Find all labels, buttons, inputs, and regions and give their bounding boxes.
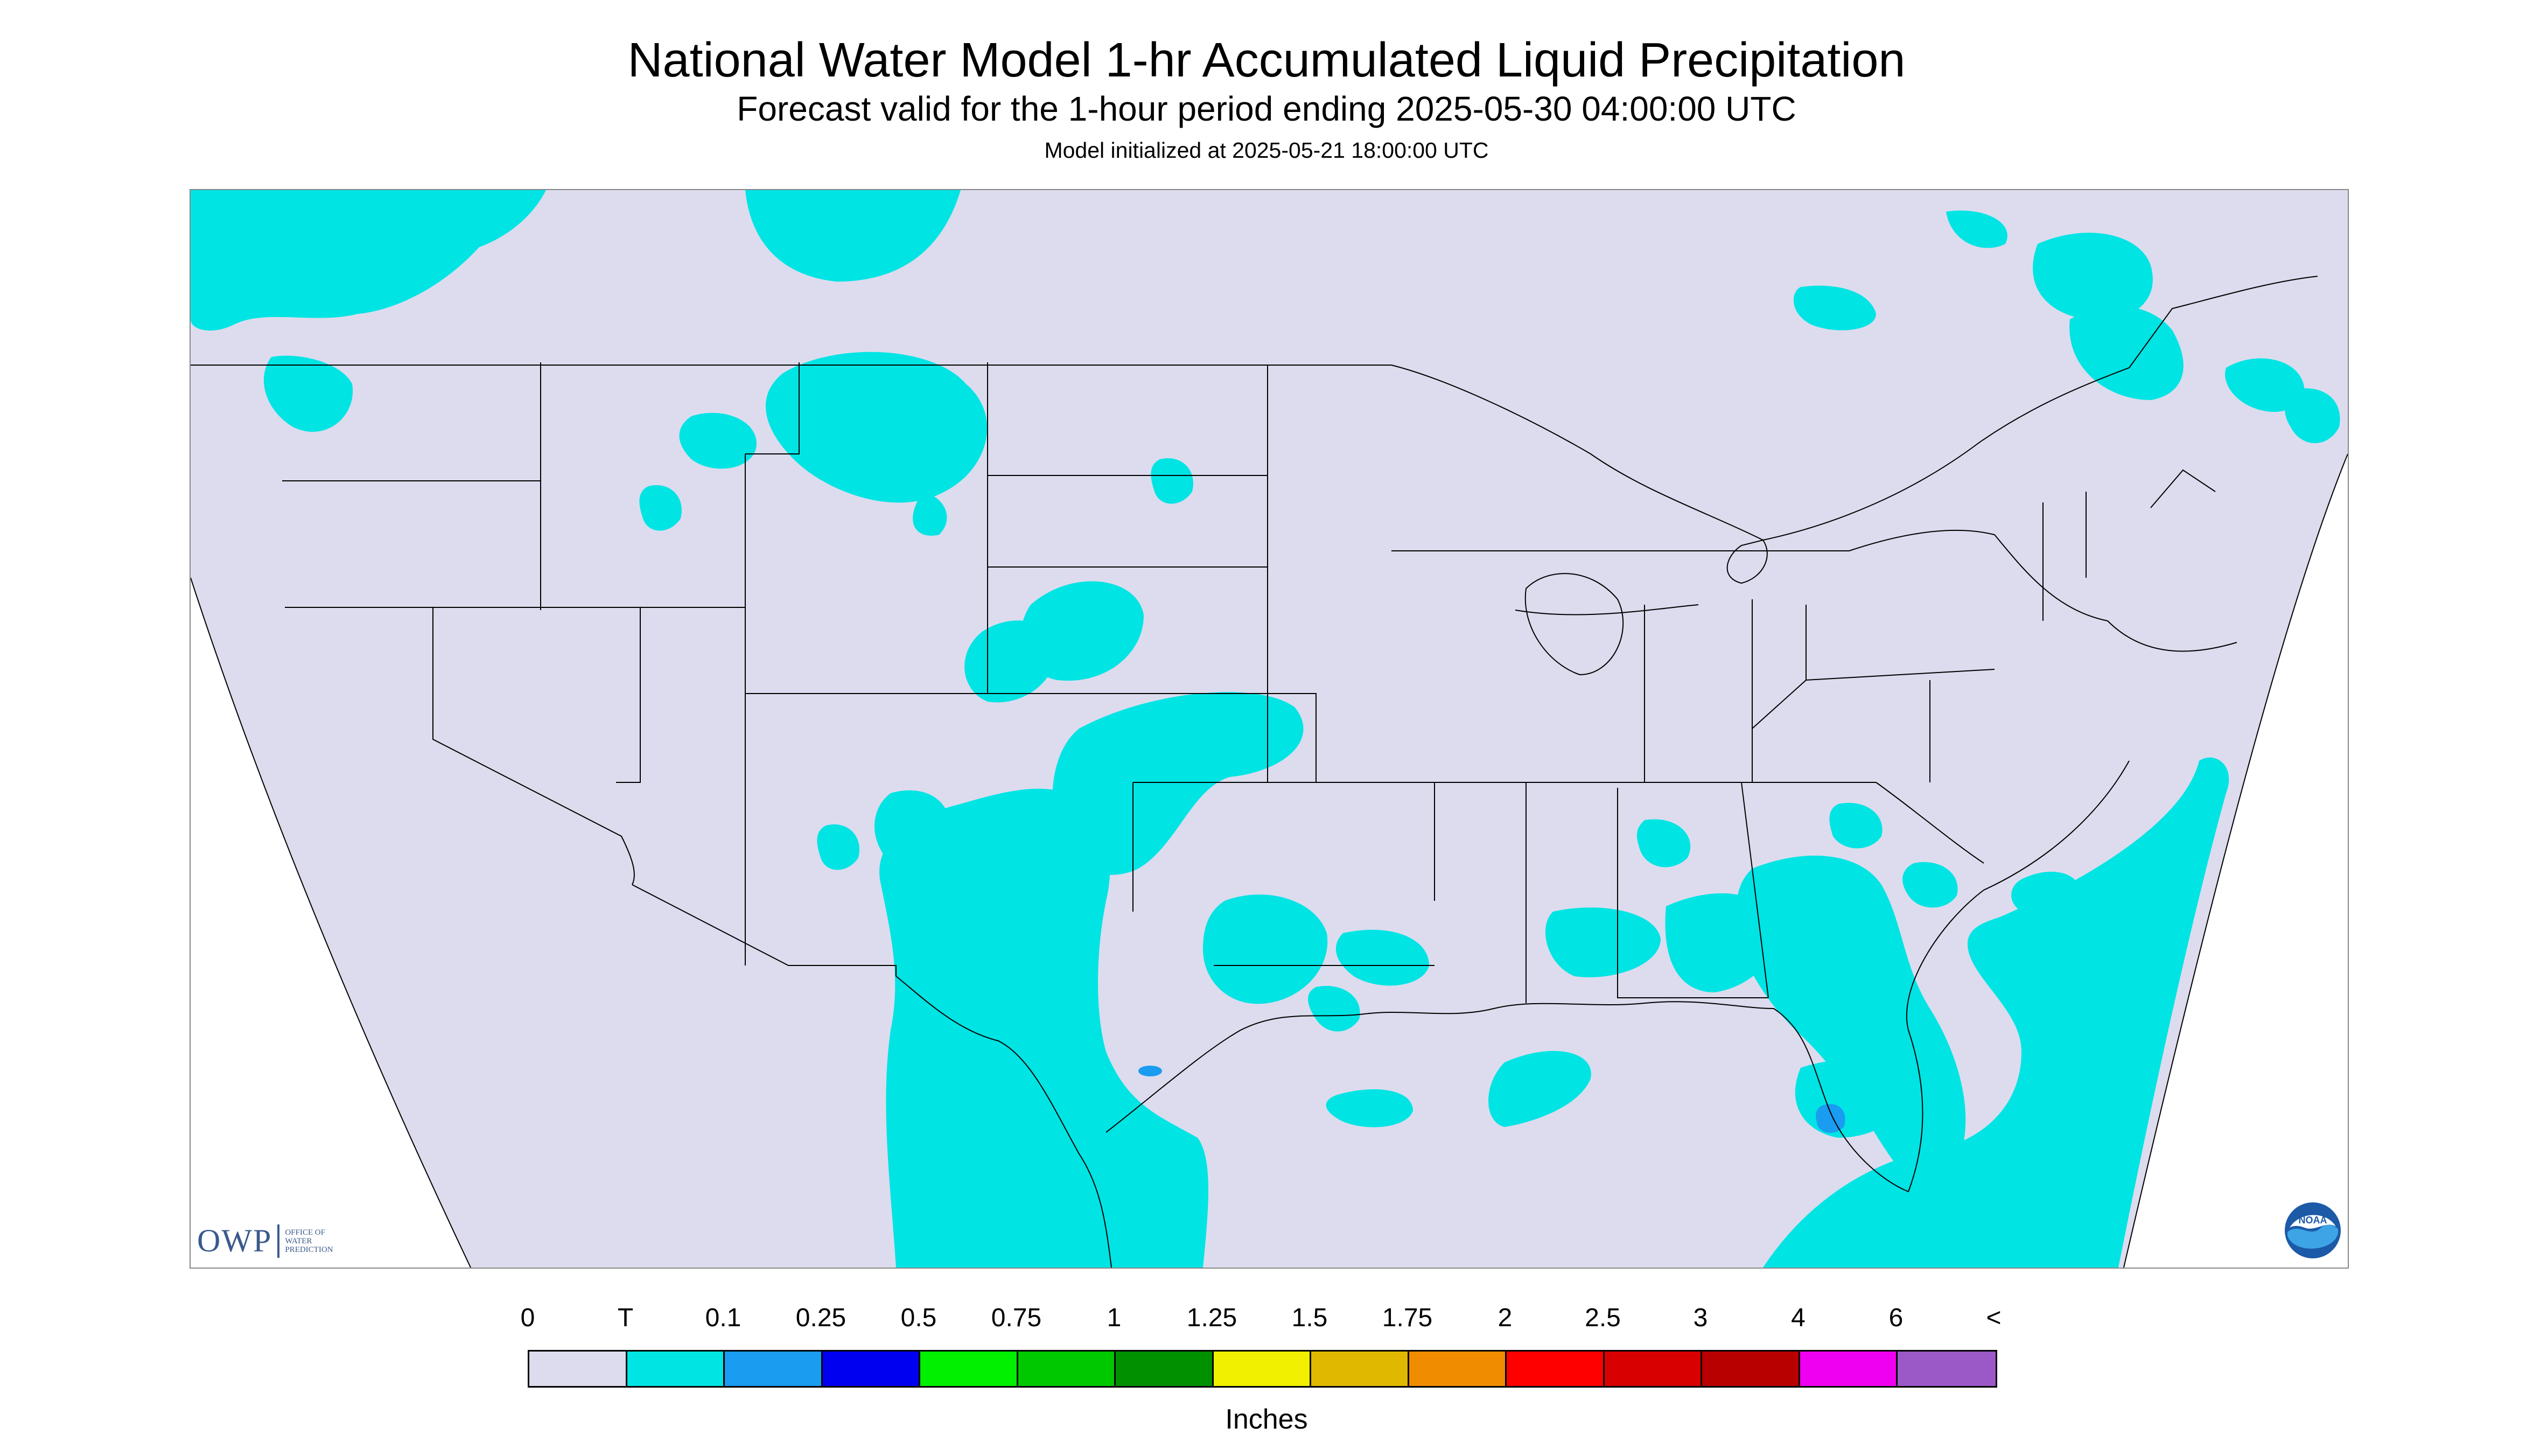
owp-logo-subtext: OFFICE OF WATER PREDICTION bbox=[285, 1228, 333, 1254]
owp-logo-divider bbox=[277, 1224, 280, 1258]
legend-label: < bbox=[1986, 1304, 2002, 1332]
legend-label: 2 bbox=[1498, 1304, 1513, 1332]
legend-swatch bbox=[1018, 1352, 1116, 1386]
precip-trace-areas bbox=[191, 190, 2340, 1268]
legend-swatch bbox=[529, 1352, 627, 1386]
legend-label: 1 bbox=[1107, 1304, 1122, 1332]
legend-swatch bbox=[920, 1352, 1018, 1386]
legend-swatch bbox=[1898, 1352, 1996, 1386]
legend-swatch bbox=[725, 1352, 823, 1386]
legend-labels: 0 T 0.1 0.25 0.5 0.75 1 1.25 1.5 1.75 2 2.5 3 4 6 < bbox=[0, 1303, 2533, 1335]
legend-swatch bbox=[1800, 1352, 1898, 1386]
legend-label: 4 bbox=[1791, 1304, 1806, 1332]
model-init-time: Model initialized at 2025-05-21 18:00:00… bbox=[1044, 138, 1489, 163]
boundaries bbox=[191, 276, 2348, 1268]
legend-swatch bbox=[1409, 1352, 1507, 1386]
legend-label: 1.5 bbox=[1291, 1304, 1328, 1332]
precip-light-areas bbox=[1138, 1066, 1845, 1133]
legend-label: 2.5 bbox=[1585, 1304, 1621, 1332]
map-subtitle: Forecast valid for the 1-hour period end… bbox=[737, 89, 1796, 128]
legend-label: T bbox=[617, 1304, 634, 1332]
legend-units: Inches bbox=[1225, 1404, 1308, 1435]
legend-swatch bbox=[1311, 1352, 1409, 1386]
legend-swatch bbox=[1702, 1352, 1800, 1386]
noaa-logo-text: NOAA bbox=[2299, 1215, 2327, 1226]
legend-label: 0.1 bbox=[705, 1304, 741, 1332]
legend-swatch bbox=[822, 1352, 920, 1386]
precipitation-map bbox=[190, 189, 2349, 1269]
legend-label: 0.75 bbox=[991, 1304, 1042, 1332]
legend-label: 6 bbox=[1888, 1304, 1904, 1332]
owp-logo-text: OWP bbox=[197, 1223, 272, 1258]
noaa-logo: NOAA bbox=[2283, 1201, 2342, 1260]
legend-swatch bbox=[1116, 1352, 1214, 1386]
legend-label: 0.5 bbox=[900, 1304, 937, 1332]
legend-label: 0.25 bbox=[795, 1304, 846, 1332]
map-title: National Water Model 1-hr Accumulated Li… bbox=[627, 33, 1906, 87]
legend-swatch bbox=[1507, 1352, 1605, 1386]
owp-logo: OWP OFFICE OF WATER PREDICTION bbox=[197, 1222, 333, 1259]
legend-label: 3 bbox=[1693, 1304, 1708, 1332]
legend-label: 0 bbox=[520, 1304, 535, 1332]
legend-swatch bbox=[627, 1352, 725, 1386]
legend-swatch bbox=[1213, 1352, 1311, 1386]
legend-label: 1.75 bbox=[1382, 1304, 1433, 1332]
legend-swatch bbox=[1604, 1352, 1702, 1386]
legend-label: 1.25 bbox=[1186, 1304, 1237, 1332]
legend-colorbar bbox=[528, 1350, 1997, 1388]
